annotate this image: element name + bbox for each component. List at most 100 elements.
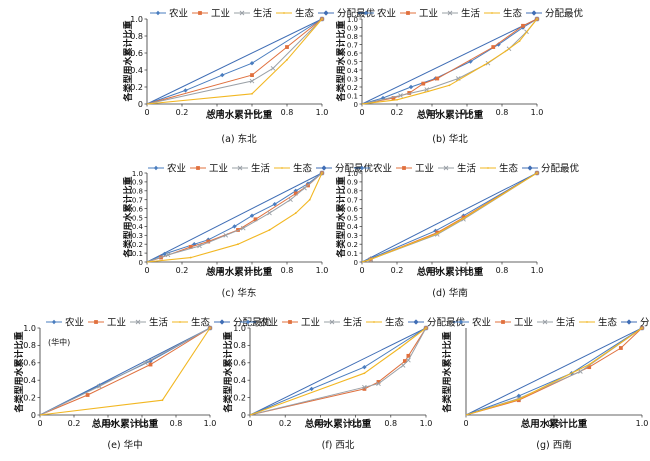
chart-panel-4: 0 0.2 0.4 0.6 0.8 1.000.10.20.30.40.50.60.70.… (335, 163, 580, 300)
x-tick-label: 0.2 (68, 419, 81, 428)
y-tick-label: 0.8 (347, 33, 358, 41)
legend-label-agri: 农业 (167, 163, 186, 175)
x-tick-label: 0.2 (176, 108, 189, 117)
legend-label-eco: 生态 (191, 317, 211, 329)
legend-marker-eco (491, 12, 493, 14)
data-point-eco (536, 172, 538, 174)
legend-label-eco: 生态 (503, 8, 523, 20)
legend: 农业 工业 生活 生态 分配最优 (358, 8, 584, 20)
legend-label-industry: 工业 (107, 318, 126, 329)
legend-marker-agri (245, 319, 251, 325)
data-point-eco (483, 64, 486, 66)
data-point-life (143, 360, 148, 366)
legend: 农业 工业 生活 生态 分配最优 (453, 317, 650, 329)
legend-marker-life (542, 319, 548, 325)
series-line-eco (249, 327, 427, 416)
x-tick-label: 1.0 (420, 419, 433, 428)
legend-marker-life (239, 10, 245, 16)
x-tick-label: 0.8 (281, 266, 294, 275)
legend-marker-industry (402, 166, 406, 170)
data-point-industry (206, 239, 211, 244)
legend-label-agri: 农业 (65, 317, 84, 329)
data-point-industry (406, 353, 411, 358)
y-tick-label: 0.2 (347, 241, 358, 249)
y-tick-label: 0.8 (233, 341, 246, 350)
data-point-industry (148, 362, 153, 367)
data-point-industry (407, 91, 412, 95)
x-tick-label: 0.2 (279, 419, 292, 428)
y-tick-label: 0.6 (130, 49, 143, 58)
x-tick-label: 0 (247, 419, 252, 428)
legend: 农业 工业 生活 生态 分配最优 (240, 317, 466, 329)
y-tick-label: 0.4 (347, 223, 359, 231)
y-tick-label: 0 (138, 100, 143, 109)
legend-marker-industry (196, 166, 200, 170)
data-point-industry (421, 81, 426, 86)
y-tick-label: 0.9 (132, 179, 143, 187)
data-point-eco (369, 258, 372, 261)
x-tick-label: 0 (359, 266, 364, 275)
series-line-industry (361, 18, 538, 105)
data-point-eco (363, 372, 366, 375)
series-line-optimal (465, 327, 643, 416)
x-tick-label: 0 (37, 419, 42, 428)
data-point-industry (253, 217, 258, 222)
legend-label-life: 生活 (343, 317, 363, 329)
y-tick-label: 0.4 (233, 376, 246, 385)
y-tick-label: 0.5 (347, 214, 358, 222)
legend-marker-life (237, 165, 243, 171)
legend-label-optimal: 分配最优 (545, 8, 584, 20)
y-tick-label: 0.8 (347, 188, 358, 196)
data-point-eco (321, 172, 323, 174)
data-point-eco (448, 84, 451, 87)
x-tick-label: 0.6 (246, 266, 259, 275)
y-tick-label: 0.8 (132, 188, 143, 196)
y-tick-label: 1.0 (233, 324, 246, 333)
x-axis-title: 总用水累计比重 (417, 109, 484, 121)
x-tick-label: 0.4 (211, 266, 224, 275)
data-point-life (362, 384, 367, 390)
x-tick-label: 0.6 (349, 419, 362, 428)
data-point-industry (491, 45, 496, 49)
legend-marker-industry (198, 11, 202, 15)
y-axis-title: 各类型用水累计比重 (13, 331, 25, 413)
y-tick-label: 0 (354, 259, 358, 267)
y-tick-label: 0 (241, 411, 246, 420)
data-point-life (400, 363, 406, 368)
data-point-eco (462, 217, 465, 220)
y-tick-label: 0 (31, 411, 36, 420)
x-tick-label: 0 (463, 419, 468, 428)
data-point-agri (272, 201, 277, 207)
data-point-eco (504, 50, 507, 53)
data-point-agri (309, 386, 314, 392)
data-point-industry (293, 191, 298, 196)
data-point-life (249, 78, 255, 84)
legend-label-agri: 农业 (169, 8, 188, 20)
data-point-industry (188, 244, 193, 249)
data-point-industry (402, 359, 407, 363)
legend-label-life: 生活 (253, 8, 273, 20)
panel-caption: (f) 西北 (322, 440, 355, 451)
series-line-agri (249, 327, 427, 416)
legend-marker-life (135, 319, 141, 325)
series-line-life (249, 327, 427, 416)
data-point-eco (251, 92, 253, 95)
chart-panel-2: 0 0.2 0.4 0.6 0.8 1.000.10.20.30.40.50.60.70.… (335, 8, 584, 146)
data-point-industry (250, 73, 254, 77)
y-tick-label: 0.1 (347, 250, 358, 258)
legend-marker-agri (359, 165, 365, 171)
panel-caption: (a) 东北 (221, 133, 257, 145)
data-point-eco (294, 212, 297, 214)
y-tick-label: 0.6 (347, 205, 359, 213)
legend-label-agri: 农业 (472, 317, 491, 329)
y-tick-label: 0.3 (347, 75, 358, 83)
y-tick-label: 0.9 (347, 179, 358, 187)
series-line-agri (146, 172, 323, 263)
data-point-life (223, 232, 229, 238)
data-point-life (97, 383, 102, 389)
y-tick-label: 0.4 (23, 376, 36, 385)
data-point-industry (362, 387, 367, 391)
y-axis-title: 各类型用水累计比重 (335, 176, 347, 258)
x-tick-label: 0 (144, 108, 149, 117)
